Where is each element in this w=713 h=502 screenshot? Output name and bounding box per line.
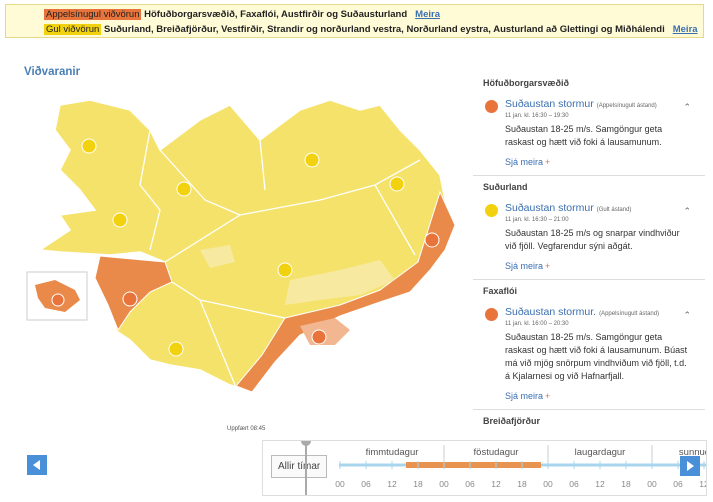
warning: Höfuðborgarsvæðið ⌃ Suðaustan stormur (Appe…	[473, 72, 705, 176]
hour-label: 18	[517, 479, 527, 489]
region-name: Breiðafjörður	[483, 416, 541, 426]
next-button[interactable]	[680, 456, 700, 476]
see-more[interactable]: Sjá meira +	[505, 261, 695, 271]
warning: Suðurland ⌃ Suðaustan stormur (Gult ástand)…	[473, 176, 705, 280]
region-name: Suðurland	[483, 182, 528, 192]
timeline-track: 00 06 12 18 00 06 12 18 00 06 12 18 00 06 12 fimmtudagu…	[301, 441, 706, 495]
title: Suðaustan stormur	[505, 98, 594, 110]
more-link[interactable]: Meira	[415, 9, 440, 20]
plus: +	[545, 261, 551, 271]
plus: +	[545, 157, 551, 167]
highland-patch	[200, 245, 395, 305]
collapse[interactable]: ⌃	[683, 310, 691, 320]
level-label: Appelsínugul viðvörun	[44, 9, 142, 20]
warning-icons	[81, 138, 440, 357]
heading: Viðvaranir	[24, 66, 81, 78]
banner-row: Gul viðvörun Suðurland, Breiðafjörður, V…	[44, 24, 698, 35]
collapse[interactable]: ⌃	[683, 206, 691, 216]
time: 11 jan. kl. 16:30 – 21:00	[505, 217, 569, 223]
hour-label: 06	[465, 479, 475, 489]
day-label: sunnudagur	[679, 447, 706, 458]
hour-label: 06	[673, 479, 683, 489]
warning-icon	[485, 308, 498, 321]
regions: Höfuðborgarsvæðið, Faxaflói, Austfirðir …	[144, 9, 408, 20]
level-label: Gul viðvörun	[44, 24, 102, 35]
hour-label: 00	[439, 479, 449, 489]
hour-label: 06	[361, 479, 371, 489]
prev-button[interactable]	[27, 455, 47, 475]
more: Sjá meira	[505, 261, 544, 271]
region: Breiðafjörður	[473, 410, 705, 432]
day-label: fimmtudagur	[366, 447, 419, 458]
handle-knob	[301, 441, 311, 446]
plus: +	[545, 391, 551, 401]
region-name: Höfuðborgarsvæðið	[483, 78, 570, 88]
all-times-button[interactable]: Allir tímar	[271, 455, 328, 478]
hour-label: 12	[595, 479, 605, 489]
region-orange-southeast	[235, 190, 456, 393]
warning-title: Suðaustan stormur (Appelsínugult ástand)	[505, 98, 695, 110]
region-name: Faxaflói	[483, 286, 518, 296]
status: (Appelsínugult ástand)	[596, 103, 657, 109]
warning-title: Suðaustan stormur (Gult ástand)	[505, 202, 695, 214]
status: (Gult ástand)	[596, 207, 632, 213]
timeline: Allir tímar 00 06 12 18 00 06 12 18 00 06 12 18 00 06…	[262, 440, 707, 496]
warning-title: Suðaustan stormur. (Appelsínugult ástand)	[505, 306, 695, 318]
active-range	[406, 462, 541, 468]
see-more[interactable]: Sjá meira +	[505, 391, 695, 401]
day-label: föstudagur	[474, 447, 519, 458]
hour-label: 18	[413, 479, 423, 489]
day-label: laugardagur	[575, 447, 626, 458]
hour-label: 00	[647, 479, 657, 489]
warning-icon	[485, 100, 498, 113]
status: (Appelsínugult ástand)	[599, 311, 660, 317]
hour-label: 18	[621, 479, 631, 489]
warning: Faxaflói ⌃ Suðaustan stormur. (Appelsínugul…	[473, 280, 705, 410]
title: Suðaustan stormur.	[505, 306, 597, 318]
text: Suðaustan 18-25 m/s. Samgöngur geta rask…	[505, 332, 688, 381]
warning-banner: Appelsínugul viðvörun Höfuðborgarsvæðið,…	[5, 4, 704, 38]
iceland	[37, 99, 456, 391]
text: Suðaustan 18-25 m/s. Samgöngur geta rask…	[505, 124, 663, 147]
hour-label: 12	[699, 479, 706, 489]
more: Sjá meira	[505, 391, 544, 401]
banner-row: Appelsínugul viðvörun Höfuðborgarsvæðið,…	[44, 9, 440, 20]
title: Suðaustan stormur	[505, 202, 594, 214]
text: Suðaustan 18-25 m/s og snarpar vindhviðu…	[505, 228, 680, 251]
warning-list: Höfuðborgarsvæðið ⌃ Suðaustan stormur (Appe…	[473, 72, 705, 432]
updated: Uppfært 08:45	[227, 426, 266, 432]
region-borders	[139, 129, 421, 386]
hour-label: 00	[543, 479, 553, 489]
warning-icon	[485, 204, 498, 217]
hour-label: 06	[569, 479, 579, 489]
more-link[interactable]: Meira	[672, 24, 698, 35]
regions: Suðurland, Breiðafjörður, Vestfirðir, St…	[103, 24, 665, 35]
hour-label: 12	[387, 479, 397, 489]
see-more[interactable]: Sjá meira +	[505, 157, 695, 167]
time: 11 jan. kl. 16:00 – 20:30	[505, 321, 569, 327]
hour-label: 00	[335, 479, 345, 489]
hour-label: 12	[491, 479, 501, 489]
map	[26, 99, 456, 393]
time: 11 jan. kl. 16:30 – 19:30	[505, 113, 569, 119]
collapse[interactable]: ⌃	[683, 102, 691, 112]
more: Sjá meira	[505, 157, 544, 167]
